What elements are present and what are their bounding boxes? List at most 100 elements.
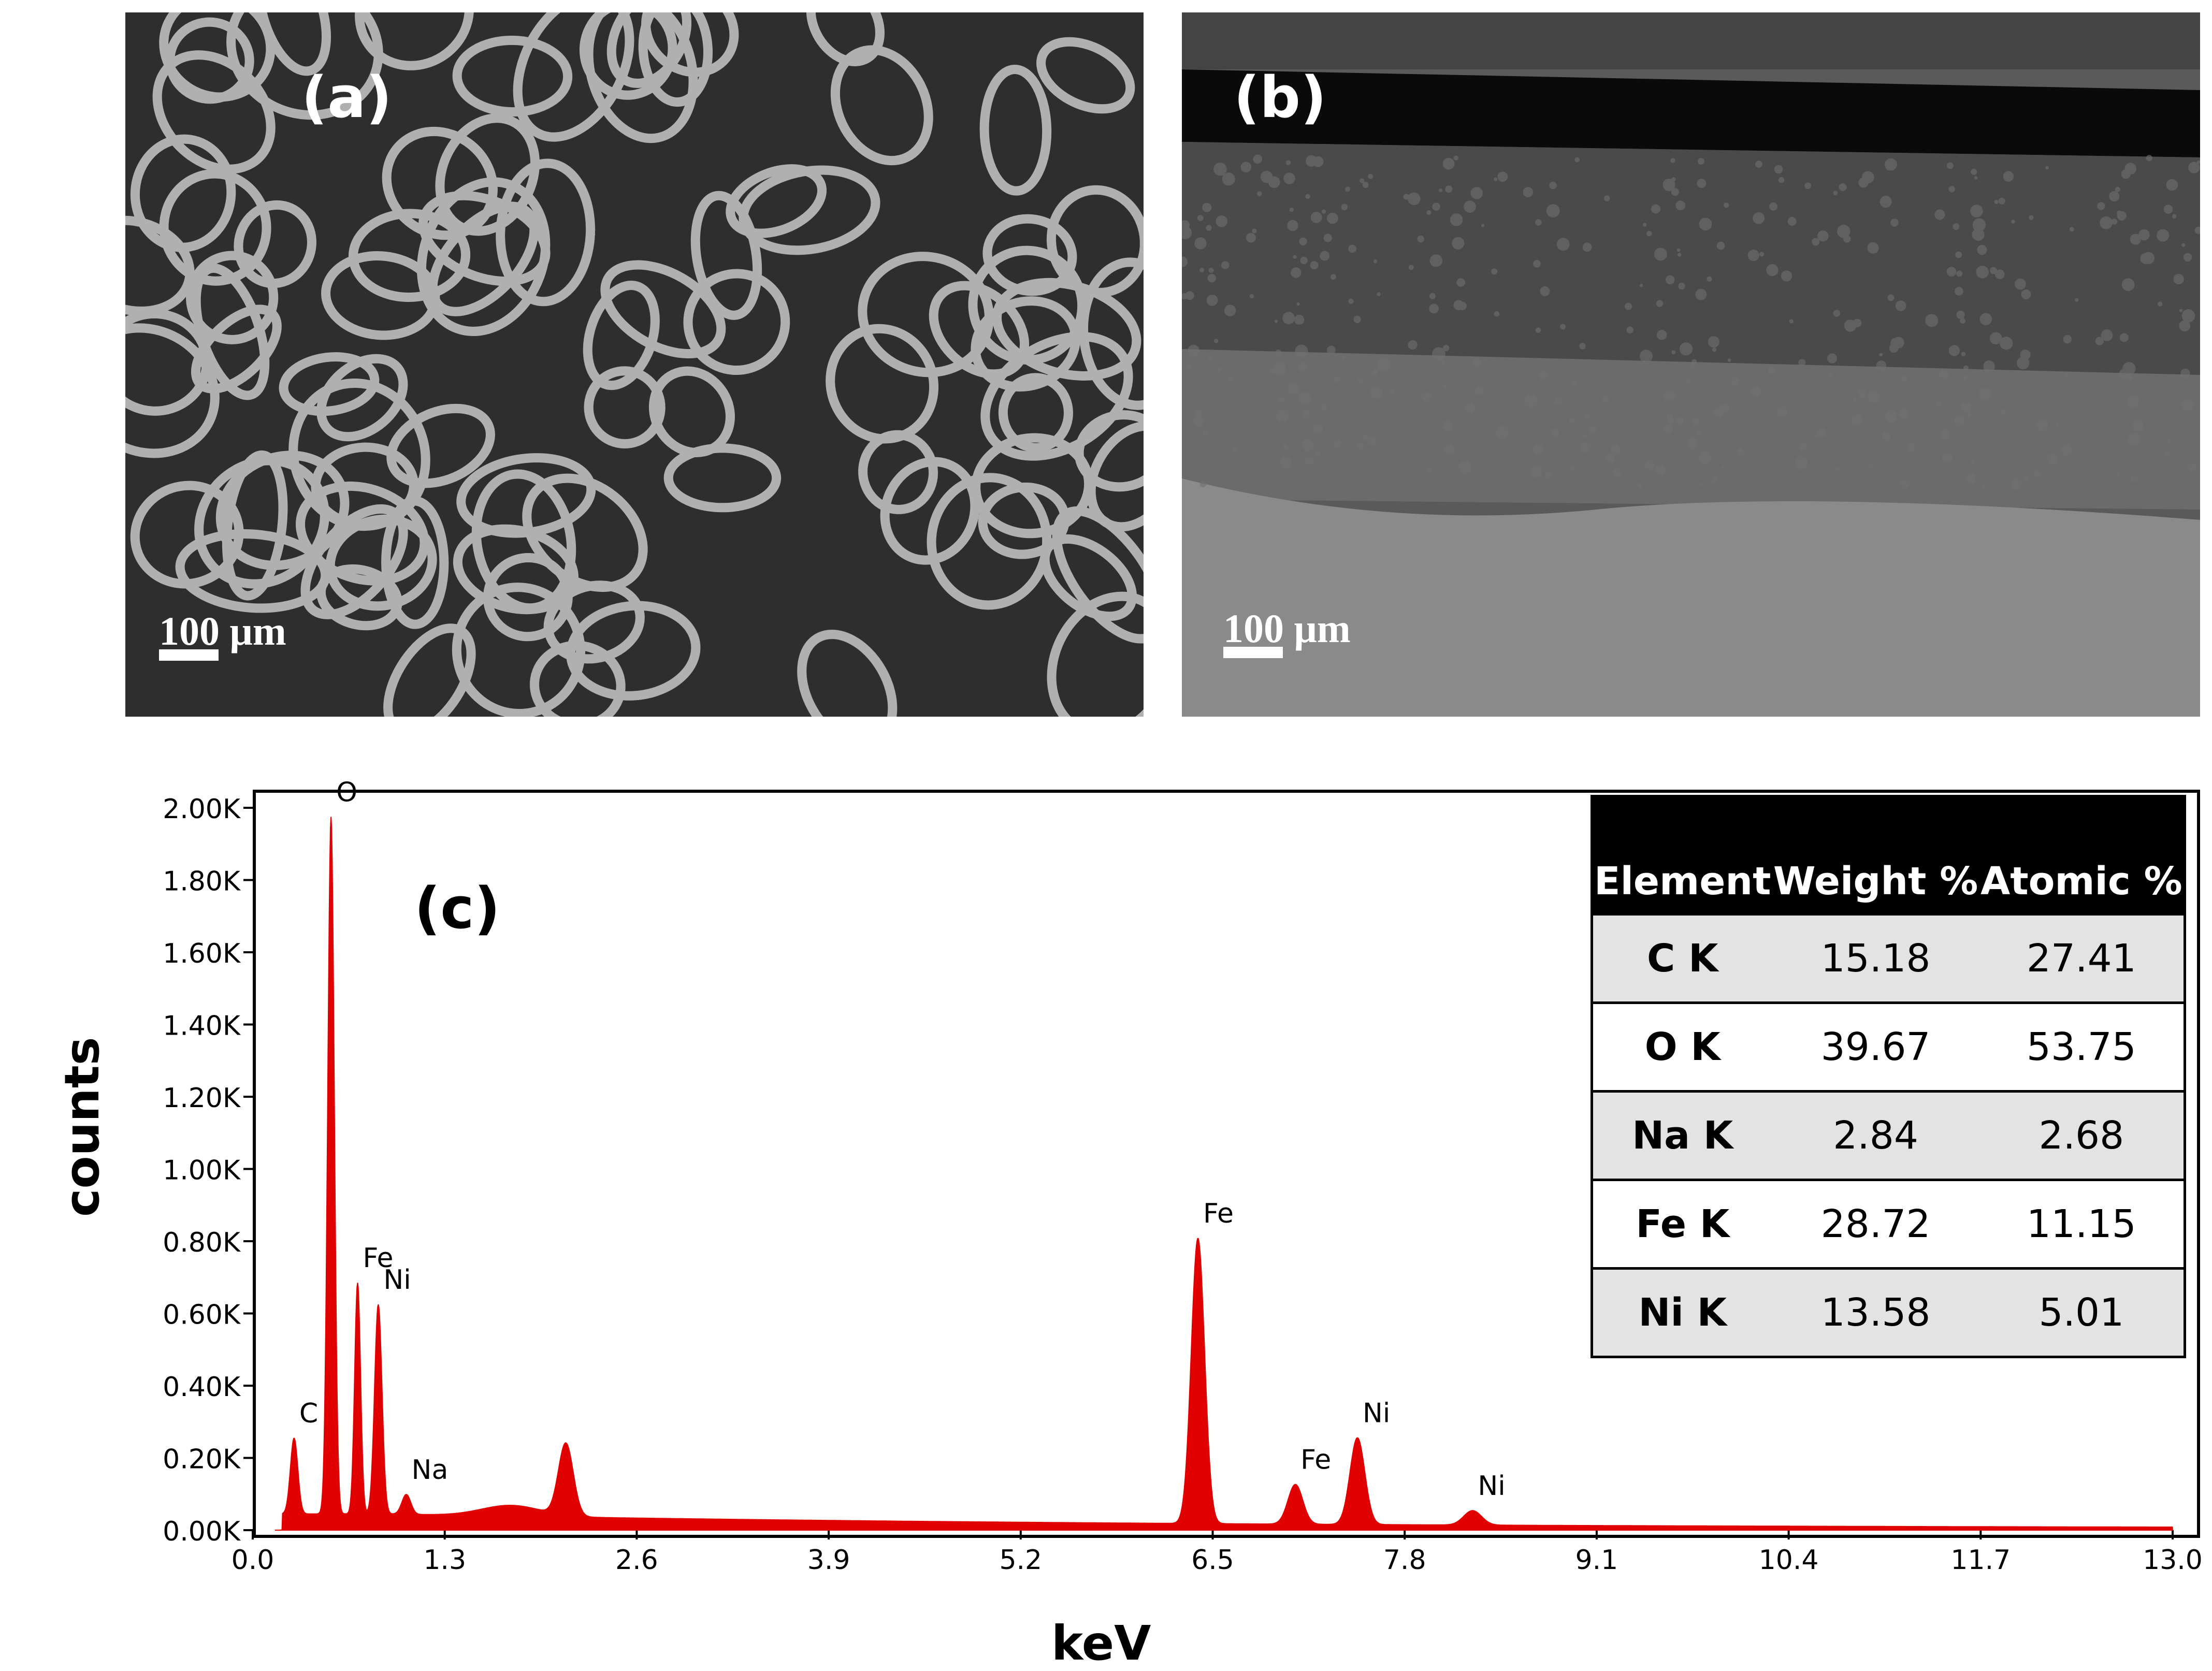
- grain-dot: [1202, 202, 1212, 212]
- foam-strut: [295, 481, 429, 586]
- grain-dot: [1639, 284, 1643, 287]
- peak-label: Fe: [1300, 1445, 1331, 1476]
- grain-dot: [1193, 416, 1204, 427]
- grain-dot: [1334, 440, 1342, 448]
- grain-dot: [1989, 332, 2002, 345]
- grain-dot: [1676, 417, 1684, 425]
- grain-dot: [1935, 401, 1941, 406]
- grain-dot: [1699, 483, 1702, 487]
- grain-dot: [1963, 365, 1969, 371]
- cell-weight: 28.72: [1772, 1179, 1979, 1269]
- y-tick-label: 1.80K: [163, 866, 241, 897]
- grain-dot: [2129, 376, 2133, 380]
- grain-dot: [1994, 199, 1999, 205]
- grain-dot: [2119, 368, 2130, 380]
- grain-dot: [1253, 154, 1263, 164]
- grain-dot: [1282, 444, 1288, 450]
- panel-label-b: (b): [1234, 64, 1327, 130]
- grain-dot: [1288, 383, 1299, 395]
- grain-dot: [1491, 268, 1498, 275]
- grain-dot: [2173, 273, 2184, 285]
- grain-dot: [1686, 437, 1699, 449]
- grain-dot: [1293, 255, 1297, 259]
- grain-dot: [1605, 453, 1616, 463]
- grain-dot: [2157, 229, 2170, 242]
- foam-strut: [690, 191, 762, 320]
- grain-dot: [1371, 369, 1378, 375]
- peak-label: Fe: [1203, 1198, 1234, 1229]
- grain-dot: [1934, 209, 1945, 220]
- grain-dot: [1666, 413, 1673, 420]
- grain-dot: [2055, 423, 2060, 427]
- grain-dot: [1475, 386, 1484, 396]
- grain-dot: [1426, 210, 1432, 215]
- grain-dot: [1453, 300, 1464, 310]
- x-tick-label: 6.5: [1191, 1545, 1234, 1576]
- grain-dot: [1690, 365, 1695, 370]
- grain-dot: [1972, 228, 1985, 241]
- grain-dot: [1295, 344, 1308, 358]
- scale-bar-a: [159, 649, 219, 661]
- grain-dot: [2097, 202, 2105, 210]
- grain-dot: [2023, 475, 2029, 482]
- grain-dot: [1890, 219, 1899, 227]
- grain-dot: [2063, 335, 2072, 344]
- grain-dot: [2111, 219, 2118, 225]
- grain-dot: [2166, 179, 2178, 191]
- grain-dot: [1291, 267, 1302, 278]
- foam-strut: [584, 366, 666, 449]
- grain-dot: [1442, 420, 1453, 431]
- grain-dot: [1287, 220, 1298, 231]
- grain-dot: [2047, 453, 2058, 464]
- grain-dot: [2179, 320, 2191, 332]
- grain-dot: [1458, 461, 1472, 474]
- grain-dot: [1273, 361, 1286, 375]
- grain-dot: [2130, 475, 2138, 483]
- grain-dot: [1441, 360, 1446, 365]
- foam-strut: [1074, 410, 1144, 492]
- grain-dot: [1408, 192, 1421, 206]
- grain-dot: [1429, 293, 1436, 299]
- grain-dot: [2034, 470, 2042, 477]
- grain-dot: [1373, 259, 1378, 264]
- grain-dot: [1427, 467, 1433, 472]
- grain-dot: [1678, 282, 1685, 290]
- grain-dot: [1579, 343, 1586, 350]
- grain-dot: [1289, 207, 1294, 212]
- grain-dot: [1456, 278, 1465, 287]
- grain-dot: [1698, 451, 1712, 464]
- table-row: O K 39.67 53.75: [1593, 1001, 2184, 1092]
- y-tick-label: 1.20K: [163, 1083, 241, 1114]
- grain-dot: [1994, 269, 2005, 280]
- foam-strut: [979, 65, 1052, 196]
- grain-dot: [1615, 450, 1620, 454]
- grain-dot: [2181, 243, 2186, 247]
- y-tick-label: 1.60K: [163, 938, 241, 969]
- grain-dot: [1495, 425, 1509, 439]
- grain-dot: [1206, 225, 1212, 231]
- grain-dot: [1207, 273, 1217, 283]
- cell-element: Fe K: [1593, 1179, 1772, 1269]
- foam-strut: [806, 12, 885, 66]
- foam-strut: [152, 50, 276, 174]
- grain-dot: [1257, 191, 1262, 196]
- grain-dot: [1367, 437, 1377, 445]
- foam-strut: [255, 12, 331, 76]
- header-weight: Weight %: [1772, 797, 1979, 914]
- grain-dot: [2163, 205, 2173, 214]
- header-atomic: Atomic %: [1979, 797, 2184, 914]
- grain-dot: [1753, 212, 1765, 224]
- grain-dot: [1979, 313, 1992, 326]
- grain-dot: [2119, 333, 2129, 342]
- grain-dot: [1494, 177, 1498, 181]
- grain-dot: [1642, 223, 1647, 227]
- foam-strut: [641, 12, 739, 77]
- foam-strut: [1052, 506, 1144, 644]
- grain-dot: [1626, 326, 1633, 333]
- grain-dot: [1981, 484, 1986, 488]
- foam-strut: [452, 583, 586, 717]
- table-row: C K 15.18 27.41: [1593, 913, 2184, 1003]
- grain-dot: [2138, 229, 2150, 241]
- grain-dot: [1407, 458, 1411, 461]
- foam-strut: [279, 352, 380, 416]
